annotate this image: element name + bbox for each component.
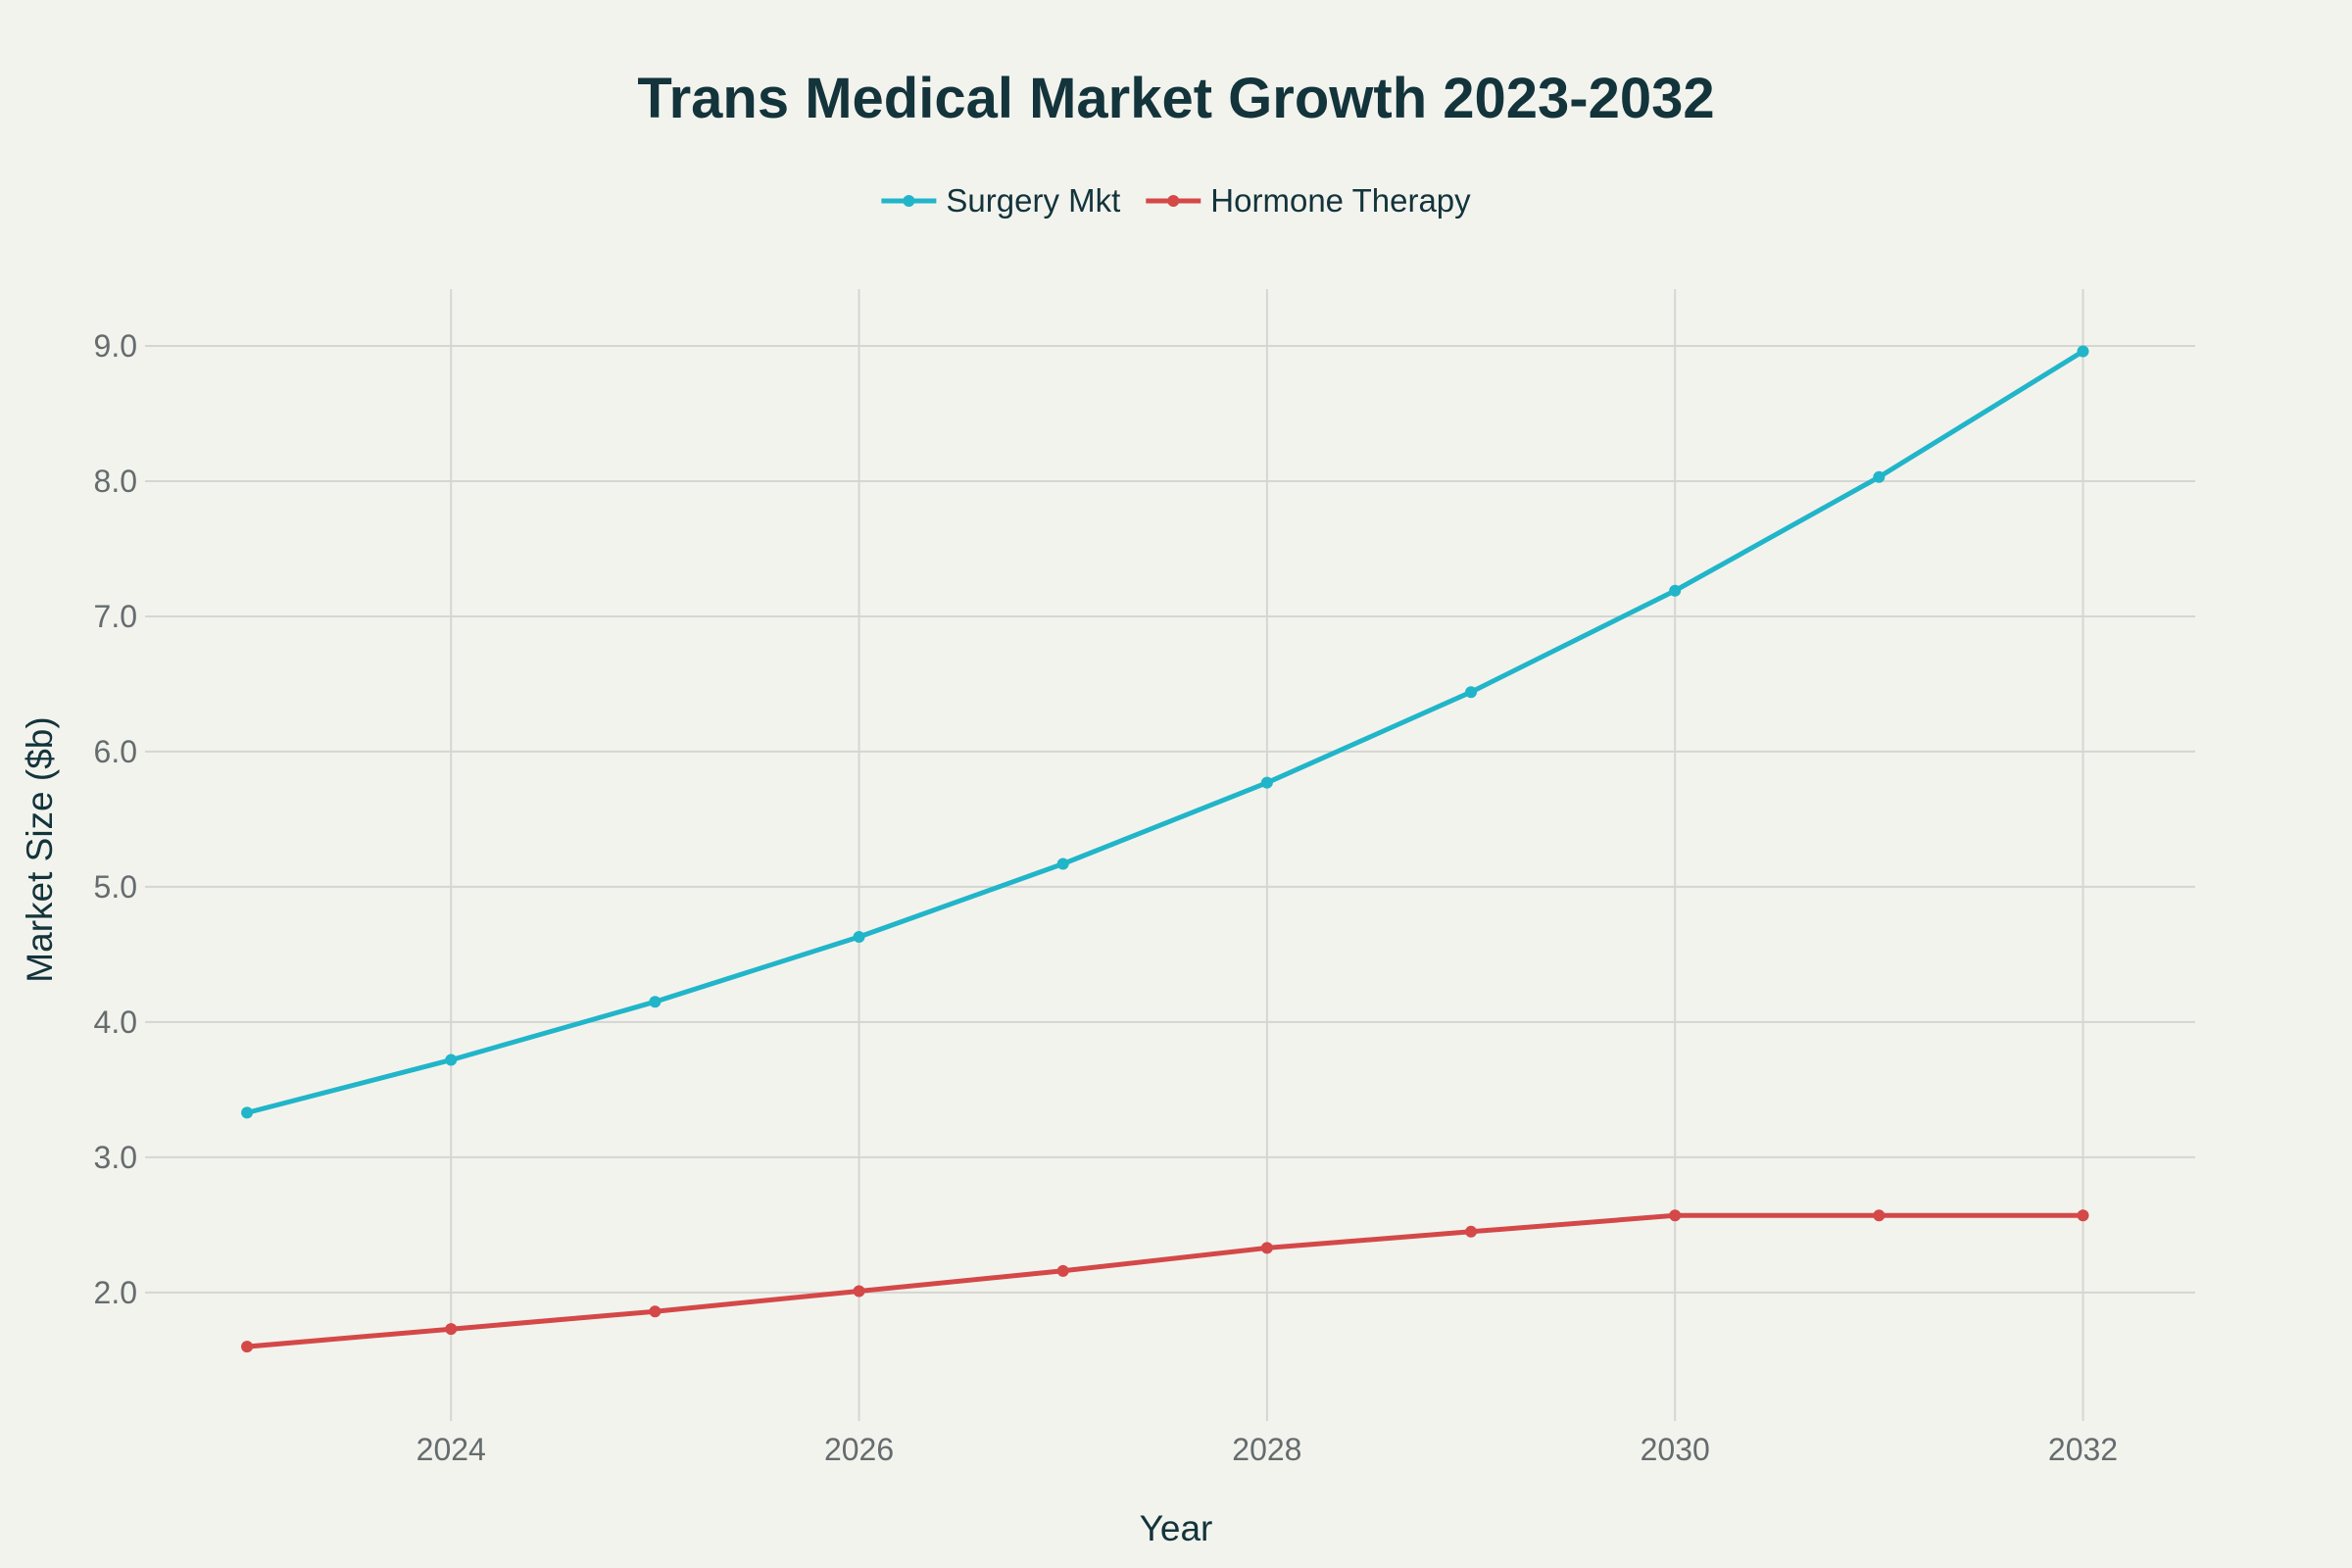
legend: Surgery Mkt Hormone Therapy — [881, 182, 1471, 219]
data-point[interactable] — [1669, 1209, 1682, 1222]
y-tick-label: 4.0 — [94, 1004, 137, 1040]
x-axis-ticks: 2024 2026 2028 2030 2032 — [416, 1432, 2118, 1467]
series-line-0 — [244, 349, 2085, 1115]
y-tick-label: 8.0 — [94, 464, 137, 499]
series-line-1 — [244, 1212, 2085, 1349]
series-markers — [241, 345, 2089, 1353]
data-point[interactable] — [853, 1285, 865, 1298]
data-point[interactable] — [1056, 858, 1069, 870]
y-tick-label: 6.0 — [94, 734, 137, 769]
x-axis-title: Year — [1140, 1508, 1213, 1548]
x-tick-label: 2030 — [1641, 1432, 1710, 1467]
data-point[interactable] — [1873, 470, 1886, 483]
y-axis-title: Market Size ($b) — [20, 716, 60, 982]
data-point[interactable] — [241, 1341, 254, 1353]
gridlines — [145, 289, 2195, 1421]
y-tick-label: 7.0 — [94, 599, 137, 634]
data-point[interactable] — [649, 996, 662, 1008]
x-tick-label: 2024 — [416, 1432, 486, 1467]
y-tick-label: 2.0 — [94, 1275, 137, 1310]
data-point[interactable] — [1056, 1264, 1069, 1277]
data-point[interactable] — [1260, 1242, 1273, 1254]
data-point[interactable] — [2077, 345, 2089, 358]
legend-label: Surgery Mkt — [946, 182, 1120, 219]
x-tick-label: 2026 — [824, 1432, 894, 1467]
data-point[interactable] — [445, 1323, 458, 1336]
chart-title: Trans Medical Market Growth 2023-2032 — [637, 67, 1714, 130]
data-point[interactable] — [1465, 686, 1478, 699]
y-axis-ticks: 2.0 3.0 4.0 5.0 6.0 7.0 8.0 9.0 — [94, 328, 137, 1310]
data-point[interactable] — [1260, 776, 1273, 789]
series-lines — [244, 349, 2085, 1349]
data-point[interactable] — [2077, 1209, 2089, 1222]
x-tick-label: 2028 — [1232, 1432, 1301, 1467]
data-point[interactable] — [853, 930, 865, 943]
y-tick-label: 3.0 — [94, 1140, 137, 1175]
data-point[interactable] — [649, 1305, 662, 1318]
y-tick-label: 5.0 — [94, 869, 137, 905]
data-point[interactable] — [241, 1106, 254, 1119]
data-point[interactable] — [1669, 584, 1682, 597]
data-point[interactable] — [1465, 1225, 1478, 1238]
x-tick-label: 2032 — [2048, 1432, 2118, 1467]
data-point[interactable] — [445, 1054, 458, 1066]
data-point[interactable] — [1873, 1209, 1886, 1222]
legend-marker — [903, 195, 915, 207]
legend-item-0[interactable]: Surgery Mkt — [881, 182, 1120, 219]
legend-item-1[interactable]: Hormone Therapy — [1146, 182, 1471, 219]
legend-marker — [1167, 195, 1180, 207]
y-tick-label: 9.0 — [94, 328, 137, 364]
legend-label: Hormone Therapy — [1210, 182, 1471, 219]
